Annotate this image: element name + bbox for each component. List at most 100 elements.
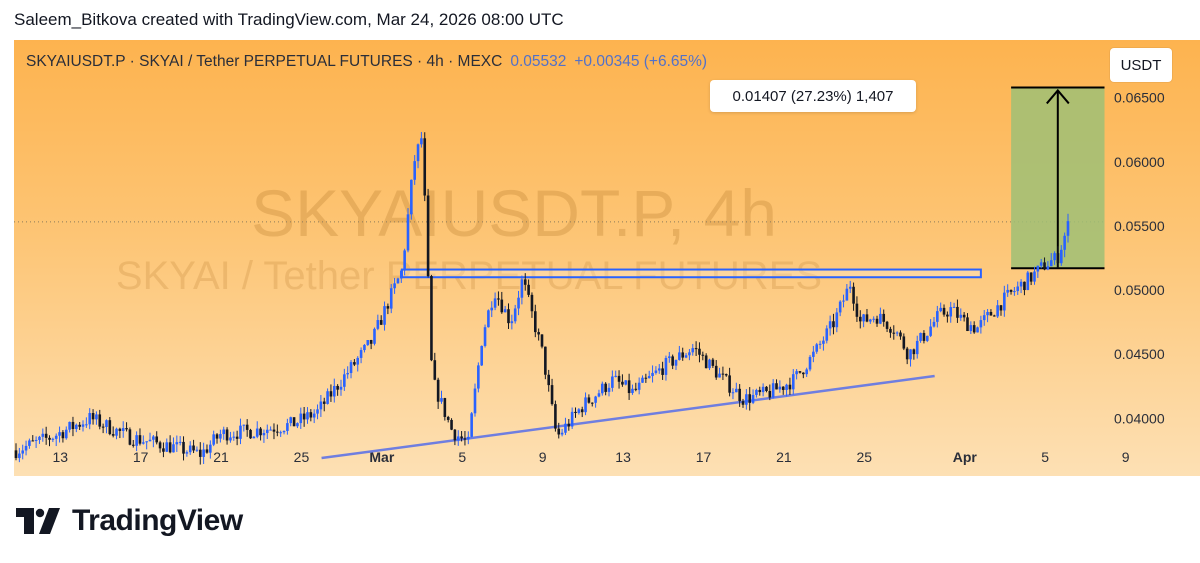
candle-body [664, 357, 668, 375]
candle-body [242, 424, 246, 426]
candle-body [142, 442, 145, 444]
candle-body [255, 428, 259, 437]
measure-arrow-head [1046, 88, 1070, 105]
candle-body [369, 340, 373, 344]
symbol-info[interactable]: SKYAIUSDT.P · SKYAI / Tether PERPETUAL F… [26, 53, 503, 70]
x-tick-label: 17 [696, 449, 712, 465]
candle-body [192, 445, 195, 451]
candle-body [668, 356, 671, 358]
candle-body [986, 311, 989, 316]
candle-body [966, 317, 969, 332]
candle-body [557, 428, 561, 435]
candle-body [456, 436, 460, 441]
resistance-zone [400, 268, 982, 279]
candle-body [808, 356, 812, 370]
candle-body [1049, 260, 1053, 267]
candle-body [252, 436, 256, 439]
candle-body [688, 352, 691, 356]
y-tick-label: 0.05500 [1114, 218, 1165, 234]
candle-body [885, 321, 889, 329]
candle-body [51, 438, 55, 440]
x-tick-label: 5 [1041, 449, 1049, 465]
candle-body [818, 343, 822, 345]
candle-body [487, 310, 490, 328]
candle-body [1043, 262, 1046, 270]
candle-body [778, 386, 782, 390]
candle-body [671, 356, 674, 366]
candle-body [925, 335, 929, 341]
candle-body [738, 388, 741, 402]
candle-body [959, 314, 963, 318]
candle-body [982, 315, 986, 321]
candle-body [138, 435, 142, 444]
candle-body [1006, 289, 1009, 293]
candle-body [765, 386, 768, 391]
candle-body [319, 401, 323, 410]
candle-body [745, 394, 748, 405]
candle-body [299, 413, 303, 424]
candle-body [1053, 253, 1056, 261]
candle-body [691, 348, 695, 353]
candle-body [48, 437, 51, 440]
candle-body [105, 420, 108, 427]
candle-body [946, 314, 949, 317]
candle-body [872, 318, 875, 320]
candle-body [802, 372, 805, 375]
candle-body [922, 332, 926, 341]
candle-body [503, 309, 507, 313]
candle-body [969, 325, 973, 332]
currency-button[interactable]: USDT [1110, 48, 1172, 82]
candle-body [842, 300, 845, 302]
candle-body [376, 320, 380, 329]
candle-body [316, 409, 319, 414]
candle-body [332, 385, 336, 397]
candle-body [698, 348, 701, 355]
measure-label: 0.01407 (27.23%) 1,407 [710, 80, 916, 112]
candle-body [564, 423, 567, 433]
candle-body [604, 383, 607, 392]
candle-body [148, 439, 152, 442]
candle-body [306, 412, 309, 420]
candle-body [590, 402, 594, 404]
candle-body [919, 332, 922, 341]
candle-body [530, 294, 534, 312]
candle-body [343, 374, 346, 387]
candle-body [54, 435, 58, 439]
candle-body [399, 270, 403, 279]
candle-body [356, 357, 360, 365]
candle-body [262, 433, 266, 436]
candle-body [681, 352, 685, 358]
candle-body [406, 214, 410, 251]
candle-body [979, 320, 983, 328]
candle-body [282, 430, 286, 433]
candle-body [34, 439, 38, 441]
candle-body [708, 359, 711, 369]
candle-body [731, 392, 735, 394]
candle-body [523, 279, 527, 285]
candle-body [125, 428, 128, 430]
candle-body [403, 250, 406, 271]
candle-body [393, 283, 396, 289]
candle-body [168, 442, 172, 453]
candle-body [520, 279, 524, 298]
candle-body [286, 423, 289, 431]
candle-body [329, 391, 333, 397]
candle-body [379, 320, 383, 325]
candle-body [875, 318, 879, 324]
candle-body [718, 373, 721, 378]
candle-body [540, 334, 544, 347]
candle-body [657, 368, 661, 371]
candle-body [389, 288, 393, 309]
candle-body [577, 409, 581, 413]
candle-body [741, 401, 745, 405]
candle-body [647, 376, 651, 379]
candle-body [1056, 253, 1060, 264]
candle-body [992, 315, 996, 317]
candle-body [1009, 289, 1013, 292]
tradingview-logo[interactable]: TradingView [16, 504, 243, 538]
candle-body [1066, 221, 1070, 236]
candle-body [232, 436, 236, 438]
candle-body [219, 434, 222, 439]
